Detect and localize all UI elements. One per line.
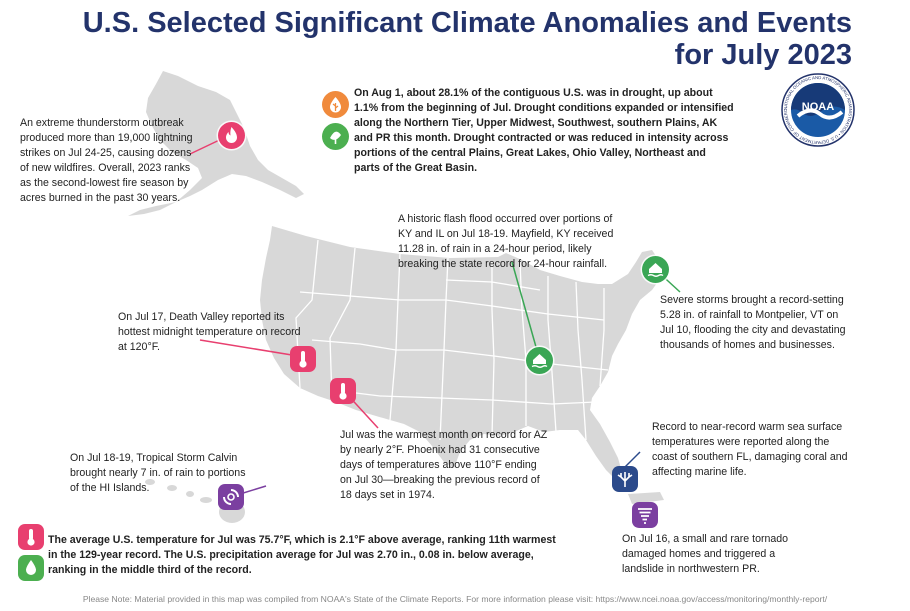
noaa-logo: NOAA NATIONAL OCEANIC AND ATMOSPHERIC AD… xyxy=(780,72,855,147)
hawaii-note: On Jul 18-19, Tropical Storm Calvin brou… xyxy=(70,452,246,494)
thermometer-icon-dv xyxy=(290,346,316,372)
connector-hawaii xyxy=(239,485,267,495)
puerto-rico xyxy=(628,492,664,504)
drought-icon-green xyxy=(322,123,349,150)
connector-death-valley xyxy=(199,339,299,357)
state-boundaries xyxy=(295,239,609,441)
hurricane-icon xyxy=(218,484,244,510)
alaska-note: An extreme thunderstorm outbreak produce… xyxy=(20,117,193,204)
florida-note: Record to near-record warm sea surface t… xyxy=(652,421,848,478)
coral-icon xyxy=(612,466,638,492)
house-flood-icon-vt xyxy=(642,256,669,283)
house-flood-icon-ky xyxy=(526,347,553,374)
page-title: U.S. Selected Significant Climate Anomal… xyxy=(82,7,852,39)
thermometer-icon-national xyxy=(18,524,44,550)
drought-icon-orange xyxy=(322,91,349,118)
flood-ky-note: A historic flash flood occurred over por… xyxy=(398,213,614,270)
droplet-icon xyxy=(18,555,44,581)
footer-note: Please Note: Material provided in this m… xyxy=(82,594,828,604)
connector-kentucky xyxy=(511,261,539,355)
national-summary-note: The average U.S. temperature for Jul was… xyxy=(48,534,556,576)
noaa-logo-text: NOAA xyxy=(802,101,834,113)
arizona-note: Jul was the warmest month on record for … xyxy=(340,429,548,501)
page-subtitle: for July 2023 xyxy=(674,39,852,71)
tornado-icon xyxy=(632,502,658,528)
drought-note: On Aug 1, about 28.1% of the contiguous … xyxy=(354,87,734,174)
vermont-note: Severe storms brought a record-setting 5… xyxy=(660,294,846,351)
flame-icon xyxy=(218,122,245,149)
pr-note: On Jul 16, a small and rare tornado dama… xyxy=(622,533,789,575)
contiguous-us-landmass xyxy=(260,226,662,480)
death-valley-note: On Jul 17, Death Valley reported its hot… xyxy=(118,311,301,353)
thermometer-icon-az xyxy=(330,378,356,404)
